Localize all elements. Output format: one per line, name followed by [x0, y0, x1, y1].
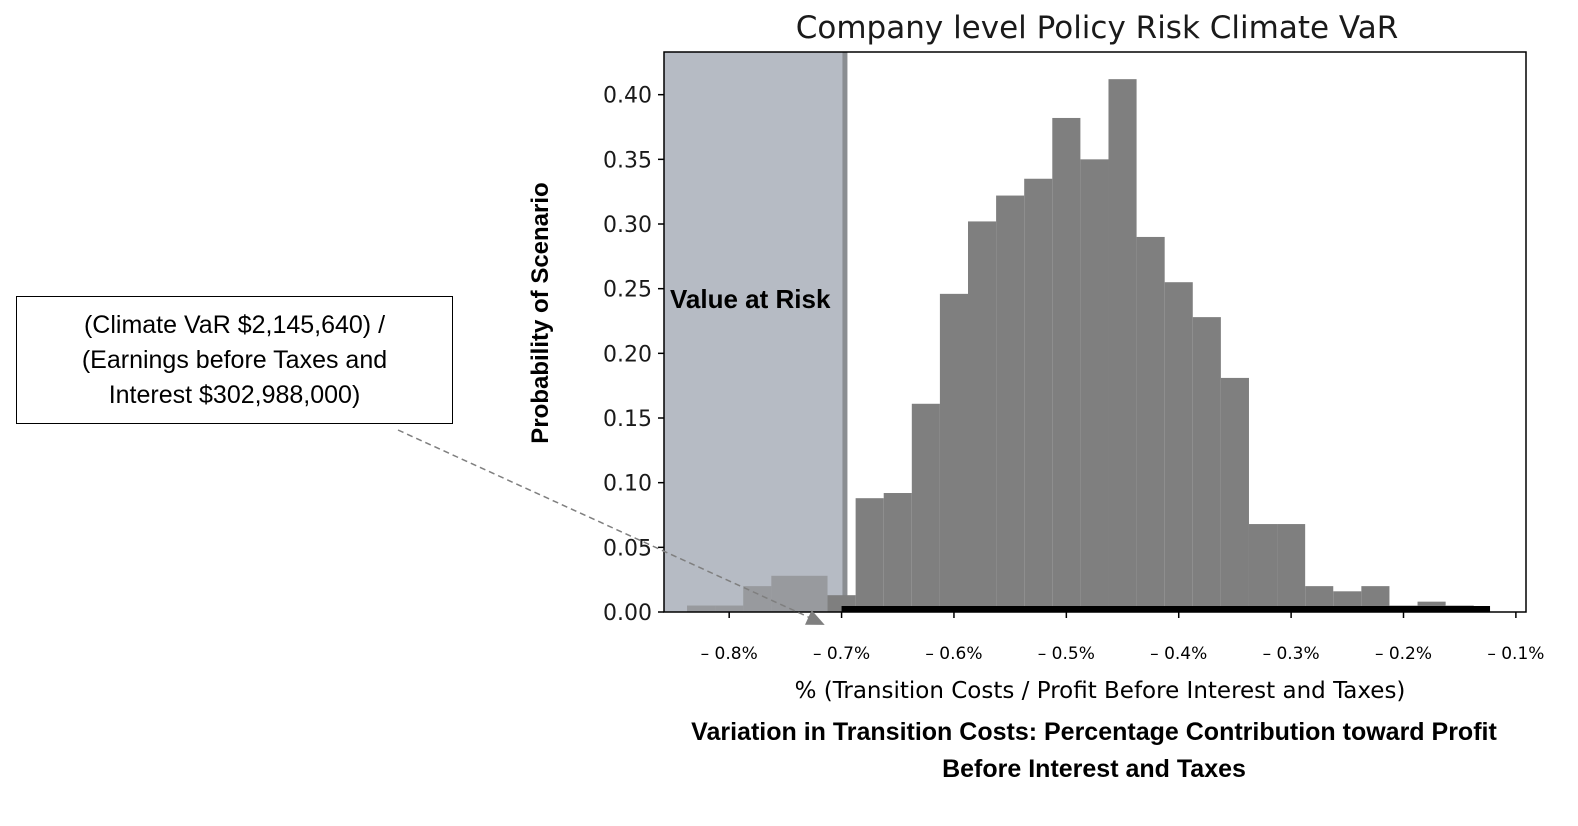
histogram-bar	[1108, 79, 1137, 612]
histogram-bar	[968, 221, 997, 612]
histogram-bar	[1220, 377, 1249, 612]
histogram-bar	[1052, 117, 1081, 612]
callout-line-1: (Climate VaR $2,145,640) /	[83, 310, 386, 339]
histogram-bar	[1164, 282, 1193, 612]
x-tick-label: – 0.3%	[1263, 644, 1320, 664]
histogram-bar	[687, 605, 716, 612]
x-tick-label: – 0.6%	[925, 644, 982, 664]
chart-caption-line-1: Variation in Transition Costs: Percentag…	[691, 718, 1497, 746]
y-tick-label: 0.05	[603, 536, 652, 561]
y-tick-label: 0.15	[603, 407, 652, 432]
climate-var-callout: (Climate VaR $2,145,640) / (Earnings bef…	[16, 296, 453, 424]
value-at-risk-region	[664, 52, 845, 612]
histogram-bar	[1248, 524, 1278, 612]
histogram-bar	[743, 586, 772, 612]
histogram-bar	[1277, 524, 1306, 612]
x-tick-label: – 0.5%	[1038, 644, 1095, 664]
histogram-bar	[996, 195, 1025, 612]
histogram-bar	[1192, 317, 1221, 612]
annotation-arrow-head	[805, 610, 825, 625]
callout-line-3: Interest $302,988,000)	[108, 380, 361, 409]
histogram-bar	[911, 403, 940, 612]
value-at-risk-layer	[664, 52, 848, 612]
histogram-bar	[883, 493, 912, 612]
histogram-bar	[1136, 236, 1165, 612]
y-tick-label: 0.30	[603, 213, 652, 238]
histogram-bar	[1024, 178, 1053, 612]
callout-line-2: (Earnings before Taxes and	[81, 345, 388, 374]
y-tick-label: 0.40	[603, 84, 652, 109]
y-tick-label: 0.10	[603, 472, 652, 497]
y-tick-label: 0.35	[603, 148, 652, 173]
histogram-bar	[855, 498, 884, 612]
value-at-risk-label: Value at Risk	[670, 284, 831, 314]
annotation-arrow-line	[397, 429, 816, 621]
x-tick-label: – 0.1%	[1487, 644, 1544, 664]
x-tick-label: – 0.4%	[1150, 644, 1207, 664]
x-tick-label: – 0.2%	[1375, 644, 1432, 664]
chart-title: Company level Policy Risk Climate VaR	[796, 10, 1399, 46]
y-axis-label: Probability of Scenario	[527, 182, 554, 443]
sample-rug	[841, 606, 1491, 612]
plot-frame	[663, 51, 1527, 613]
x-tick-label: – 0.8%	[701, 644, 758, 664]
annotation-arrow	[397, 429, 825, 625]
chart-caption-line-2: Before Interest and Taxes	[942, 755, 1246, 783]
histogram-bar	[715, 605, 744, 612]
histogram-bar	[939, 293, 969, 612]
x-axis-label: % (Transition Costs / Profit Before Inte…	[795, 678, 1406, 704]
y-tick-label: 0.00	[603, 601, 652, 626]
histogram-bar	[1080, 159, 1109, 612]
y-tick-label: 0.25	[603, 278, 652, 303]
x-tick-label: – 0.7%	[813, 644, 870, 664]
histogram-bars	[687, 79, 1491, 612]
axes: 0.00 0.05 0.10 0.15 0.20 0.25 0.30 0.35 0.40 – 0.…	[603, 51, 1544, 664]
y-tick-label: 0.20	[603, 342, 652, 367]
histogram-bar	[799, 575, 828, 612]
